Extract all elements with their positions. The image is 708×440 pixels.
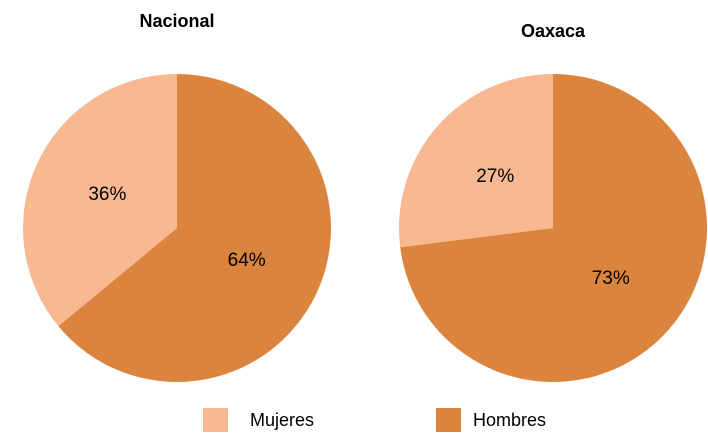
legend-swatch <box>436 408 461 432</box>
value-label: 73% <box>592 268 630 289</box>
legend-swatch <box>203 408 228 432</box>
value-label: 27% <box>476 166 514 187</box>
pie-slice <box>58 74 331 382</box>
pie-slice <box>399 74 553 248</box>
legend-label: Mujeres <box>250 410 314 430</box>
pie-slice <box>400 74 707 382</box>
pie-slice <box>22 74 177 327</box>
chart-title: Oaxaca <box>521 21 586 41</box>
value-label: 64% <box>228 250 266 271</box>
legend-label: Hombres <box>473 410 546 430</box>
value-label: 36% <box>88 184 126 205</box>
chart-title: Nacional <box>139 11 214 31</box>
